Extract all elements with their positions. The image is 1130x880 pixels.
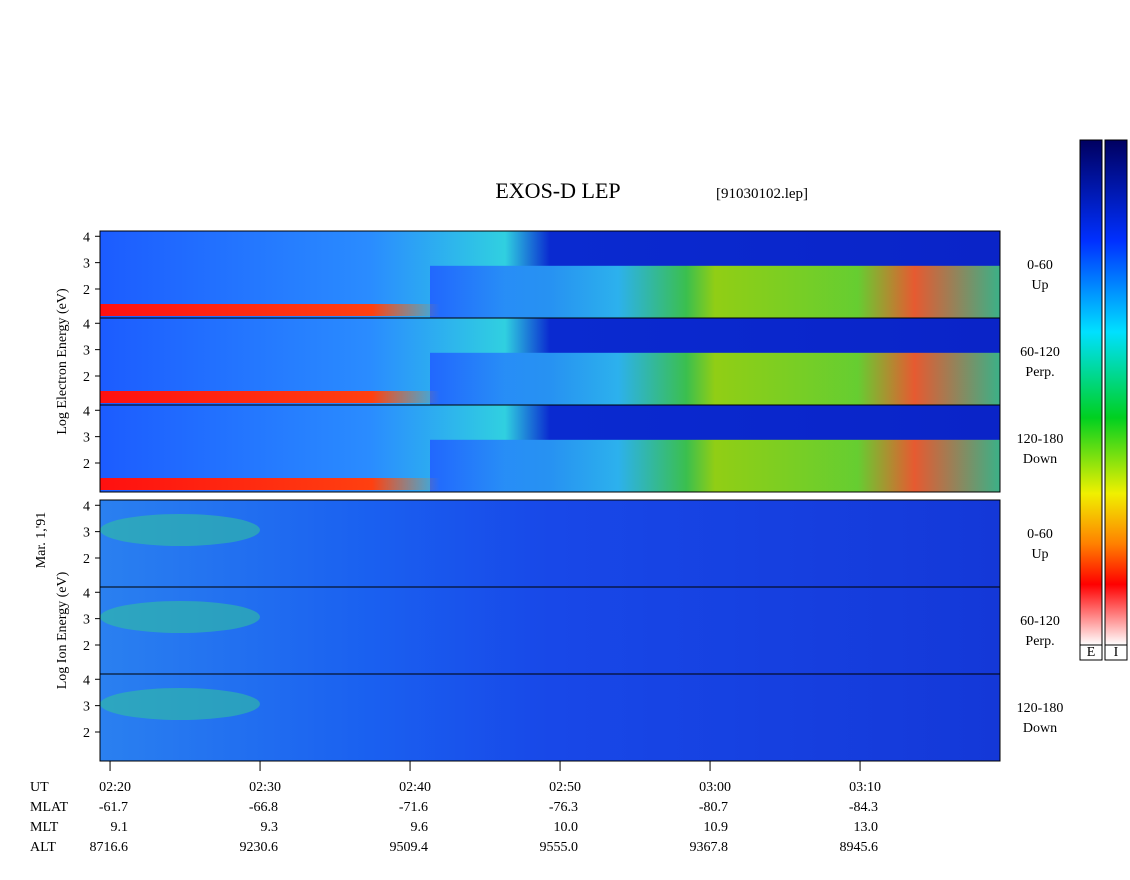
colorbar-label-box [1079, 644, 1103, 661]
ephemeris-value: 9509.4 [390, 840, 429, 855]
colorbar [1104, 139, 1128, 646]
y-tick-label: 3 [83, 700, 90, 715]
spectrogram-background [100, 674, 1000, 761]
ephemeris-value: 10.0 [554, 820, 579, 835]
ephemeris-value: 9555.0 [540, 840, 579, 855]
colorbar-label: E [1087, 645, 1096, 660]
panel-label: Up [1031, 547, 1048, 562]
ephemeris-value: 13.0 [854, 820, 879, 835]
x-tick-label: 02:40 [399, 780, 431, 795]
y-tick-label: 2 [83, 726, 90, 741]
ephemeris-row-label: MLAT [30, 800, 69, 815]
date-label: Mar. 1,'91 [34, 512, 49, 569]
y-tick-label: 3 [83, 431, 90, 446]
y-tick-label: 3 [83, 344, 90, 359]
ephemeris-value: 9.1 [111, 820, 129, 835]
ephemeris-row-label: MLT [30, 820, 59, 835]
x-tick-label: 02:50 [549, 780, 581, 795]
y-tick-label: 4 [83, 317, 90, 332]
ephemeris-value: 8716.6 [90, 840, 129, 855]
panel-label: 60-120 [1020, 345, 1060, 360]
panel-label: 0-60 [1027, 258, 1053, 273]
panel-label: Perp. [1025, 365, 1054, 380]
panel-label: 120-180 [1017, 432, 1064, 447]
ephemeris-value: 10.9 [704, 820, 729, 835]
title: EXOS-D LEP [495, 178, 620, 203]
colorbar [1079, 139, 1103, 646]
spectrogram-feature [100, 688, 260, 720]
y-tick-label: 4 [83, 404, 90, 419]
spectrogram-background [100, 587, 1000, 674]
y-tick-label: 2 [83, 370, 90, 385]
panel-label: 0-60 [1027, 527, 1053, 542]
spectrogram-low-energy-band [100, 391, 440, 403]
y-tick-label: 4 [83, 673, 90, 688]
colorbar-label: I [1114, 645, 1119, 660]
spectrogram-low-energy-band [100, 478, 440, 490]
panel-label: Down [1023, 721, 1057, 736]
ephemeris-value: -61.7 [99, 800, 128, 815]
ephemeris-value: -76.3 [549, 800, 578, 815]
spectrogram-background [100, 500, 1000, 587]
x-row-label: UT [30, 780, 49, 795]
panel-label: Perp. [1025, 634, 1054, 649]
panel-frame [99, 404, 1001, 493]
y-tick-label: 2 [83, 639, 90, 654]
y-axis-label: Log Ion Energy (eV) [55, 571, 70, 689]
y-tick-label: 4 [83, 499, 90, 514]
y-axis-label: Log Electron Energy (eV) [55, 288, 70, 435]
y-tick-label: 2 [83, 283, 90, 298]
spectrogram-feature [100, 601, 260, 633]
y-tick-label: 3 [83, 257, 90, 272]
colorbar-label-box [1104, 644, 1128, 661]
ephemeris-value: -84.3 [849, 800, 878, 815]
y-tick-label: 2 [83, 457, 90, 472]
spectrogram-low-energy-band [100, 304, 440, 316]
spectrogram-band [430, 439, 1000, 492]
x-tick-label: 03:10 [849, 780, 881, 795]
y-tick-label: 2 [83, 552, 90, 567]
ephemeris-value: 9.6 [411, 820, 429, 835]
ephemeris-value: -66.8 [249, 800, 278, 815]
x-tick-label: 02:30 [249, 780, 281, 795]
spectrogram-band [430, 352, 1000, 405]
panel-frame [99, 673, 1001, 762]
spectrogram-feature [100, 514, 260, 546]
panel-label: 120-180 [1017, 701, 1064, 716]
x-tick-label: 03:00 [699, 780, 731, 795]
panel-label: Up [1031, 278, 1048, 293]
y-tick-label: 4 [83, 230, 90, 245]
x-tick-label: 02:20 [99, 780, 131, 795]
file-name: [91030102.lep] [716, 186, 808, 202]
ephemeris-value: 8945.6 [840, 840, 879, 855]
panel-label: Down [1023, 452, 1057, 467]
panel-label: 60-120 [1020, 614, 1060, 629]
y-tick-label: 4 [83, 586, 90, 601]
ephemeris-value: 9367.8 [690, 840, 729, 855]
spectrogram-band [430, 265, 1000, 318]
ephemeris-value: -80.7 [699, 800, 728, 815]
ephemeris-value: 9230.6 [240, 840, 279, 855]
ephemeris-row-label: ALT [30, 840, 56, 855]
y-tick-label: 3 [83, 526, 90, 541]
y-tick-label: 3 [83, 613, 90, 628]
ephemeris-value: -71.6 [399, 800, 428, 815]
ephemeris-value: 9.3 [261, 820, 279, 835]
